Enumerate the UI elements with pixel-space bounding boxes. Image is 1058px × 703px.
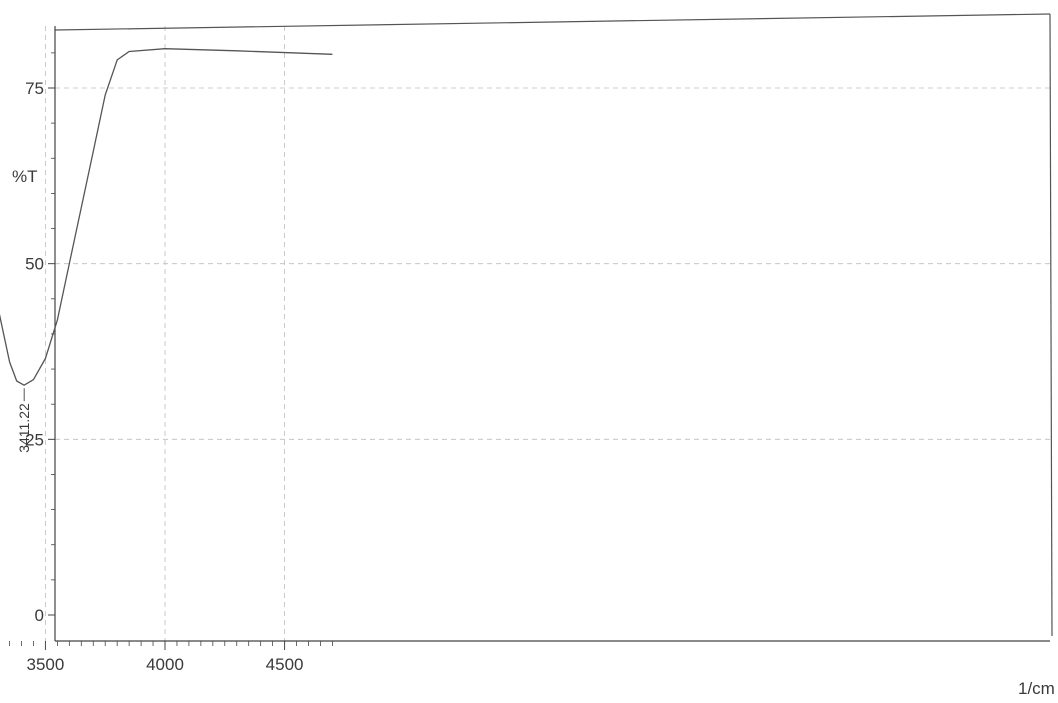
y-tick-label-25: 25: [25, 430, 44, 449]
spectrum-line: [0, 48, 333, 386]
plot-frame: [54, 13, 1053, 637]
y-tick-label-50: 50: [25, 255, 44, 274]
frame-right-border: [1049, 13, 1053, 637]
x-axis-title: 1/cm: [1018, 679, 1055, 698]
peak-labels: 3411.222977.232911.642349.382121.771649.…: [16, 388, 32, 453]
y-tick-label-75: 75: [25, 79, 44, 98]
peak-marker: 3411.22: [16, 388, 32, 453]
x-tick-label-4500: 4500: [266, 655, 304, 674]
x-axis: 4500400035003000250020001750150012501000…: [9, 640, 1050, 674]
y-tick-label-0: 0: [35, 606, 44, 625]
series-group: [0, 48, 333, 386]
frame-top-border: [54, 13, 1051, 31]
y-axis-title: %T: [12, 167, 38, 186]
peak-label-text: 3411.22: [16, 403, 32, 453]
y-axis: 0 25 50 75: [25, 26, 56, 641]
x-tick-label-3500: 3500: [27, 655, 65, 674]
grid-lines: [45, 26, 1050, 641]
x-tick-label-4000: 4000: [146, 655, 184, 674]
